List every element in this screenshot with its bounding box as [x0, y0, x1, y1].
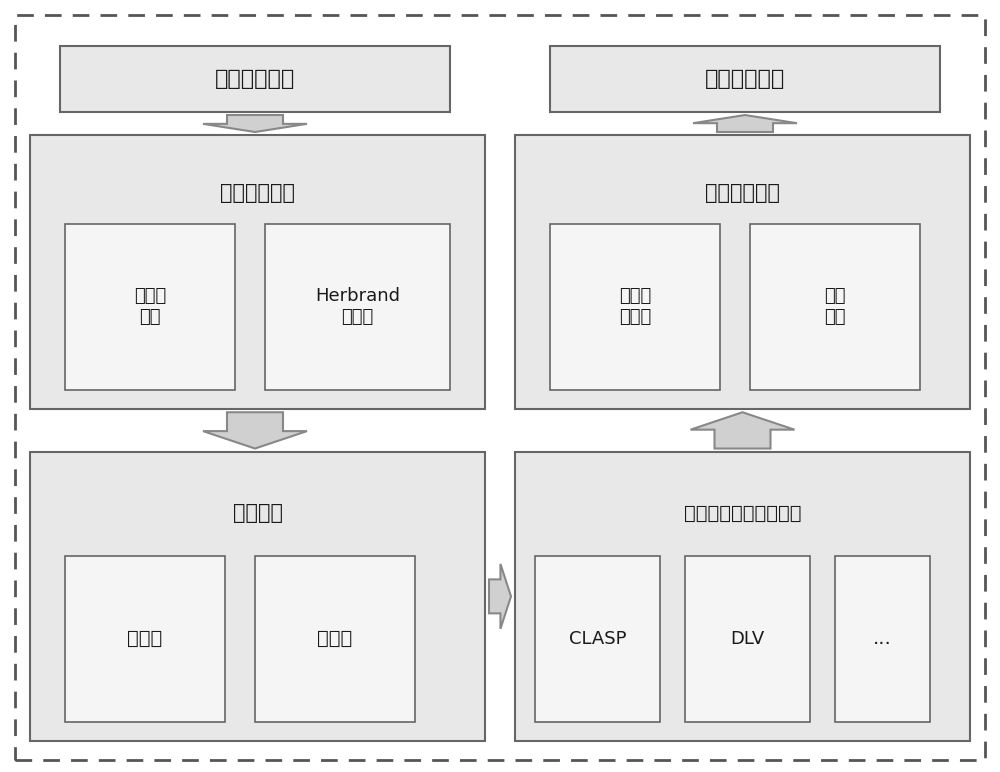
- Text: ...: ...: [873, 629, 892, 648]
- Text: 可能世
界映射: 可能世 界映射: [619, 287, 651, 327]
- FancyBboxPatch shape: [60, 46, 450, 112]
- FancyBboxPatch shape: [30, 135, 485, 409]
- Text: 弱转化: 弱转化: [317, 629, 353, 648]
- Text: 语法树
生成: 语法树 生成: [134, 287, 166, 327]
- Text: CLASP: CLASP: [569, 630, 626, 648]
- Text: Herbrand
域计算: Herbrand 域计算: [315, 287, 400, 327]
- Text: 语法分析模块: 语法分析模块: [220, 183, 295, 203]
- Text: 权重
映射: 权重 映射: [824, 287, 846, 327]
- FancyBboxPatch shape: [535, 556, 660, 722]
- FancyBboxPatch shape: [550, 224, 720, 390]
- Polygon shape: [203, 412, 307, 449]
- Text: 输入处理模块: 输入处理模块: [215, 69, 295, 89]
- FancyBboxPatch shape: [750, 224, 920, 390]
- FancyBboxPatch shape: [65, 224, 235, 390]
- FancyBboxPatch shape: [265, 224, 450, 390]
- FancyBboxPatch shape: [255, 556, 415, 722]
- FancyBboxPatch shape: [550, 46, 940, 112]
- Polygon shape: [489, 564, 511, 628]
- Text: 转化模块: 转化模块: [232, 503, 283, 523]
- Text: 结果处理模块: 结果处理模块: [705, 183, 780, 203]
- FancyBboxPatch shape: [835, 556, 930, 722]
- Polygon shape: [693, 115, 797, 132]
- Polygon shape: [690, 412, 795, 449]
- Text: 强转化: 强转化: [127, 629, 163, 648]
- Text: 回答集逻辑程序推理机: 回答集逻辑程序推理机: [684, 504, 801, 523]
- Text: DLV: DLV: [730, 630, 765, 648]
- FancyBboxPatch shape: [515, 135, 970, 409]
- Polygon shape: [203, 115, 307, 132]
- FancyBboxPatch shape: [65, 556, 225, 722]
- FancyBboxPatch shape: [685, 556, 810, 722]
- FancyBboxPatch shape: [30, 452, 485, 741]
- Text: 输出处理模块: 输出处理模块: [705, 69, 785, 89]
- FancyBboxPatch shape: [515, 452, 970, 741]
